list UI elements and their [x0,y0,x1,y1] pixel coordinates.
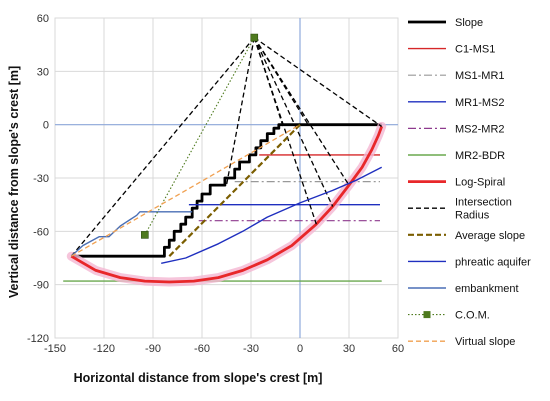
legend-label: embankment [455,283,519,295]
y-tick-label: 0 [43,120,49,132]
legend-label: Slope [455,17,483,29]
legend-label: C1-MS1 [455,44,495,56]
y-tick-label: -60 [33,226,49,238]
legend-label: Average slope [455,230,525,242]
x-tick-label: -150 [44,343,66,355]
x-tick-label: -30 [243,343,259,355]
legend-item: phreatic aquifer [408,256,531,268]
series-slope [71,123,382,258]
y-tick-label: 60 [37,13,49,25]
legend-item: MR1-MS2 [408,97,505,109]
legend-item: Log-Spiral [408,177,505,189]
series-phreatic-aquifer [161,166,383,264]
legend-label: MR2-BDR [455,150,505,162]
legend-item: MS1-MR1 [408,70,505,82]
legend-label: C.O.M. [455,310,490,322]
y-tick-label: -90 [33,280,49,292]
legend-item: Average slope [408,230,525,242]
x-tick-label: 60 [392,343,404,355]
series-average-slope [168,123,301,257]
x-tick-label: -60 [194,343,210,355]
legend-label: MS2-MR2 [455,123,505,135]
com-marker [141,231,149,239]
legend-label: Intersection [455,197,512,209]
y-tick-label: -120 [27,333,49,345]
legend-label: Virtual slope [455,336,515,348]
intersection-radius-line [225,37,255,186]
legend-item: Slope [408,17,483,29]
legend-item: C.O.M. [408,310,490,322]
legend-label: Radius [455,210,490,222]
series-virtual-slope [70,124,301,257]
x-tick-label: 0 [297,343,303,355]
intersection-radius-line [253,37,383,127]
y-tick-label: 30 [37,66,49,78]
intersection-radius-line [253,37,317,225]
com-marker [250,33,259,42]
legend-item: MR2-BDR [408,150,505,162]
legend-label: MR1-MS2 [455,97,505,109]
plot-area [63,33,387,287]
legend-marker [423,311,431,319]
intersection-radius-line [253,37,334,207]
legend-label: MS1-MR1 [455,70,505,82]
legend-item: MS2-MR2 [408,123,505,135]
y-tick-label: -30 [33,173,49,185]
legend-item: Virtual slope [408,336,515,348]
x-tick-label: 30 [343,343,355,355]
series-c-o-m- [144,37,255,236]
x-tick-label: -120 [93,343,115,355]
y-axis-title: Vertical distance from slope's crest [m] [7,66,21,298]
series-log-spiral [70,125,384,284]
legend-label: phreatic aquifer [455,256,531,268]
legend: Slope C1-MS1 MS1-MR1 MR1-MS2 MS2-MR2 MR2-BDR L… [408,17,531,348]
legend-item: embankment [408,283,519,295]
x-tick-label: -90 [145,343,161,355]
legend-item: C1-MS1 [408,44,495,56]
intersection-radius-line [253,37,350,186]
legend-label: Log-Spiral [455,177,505,189]
x-axis-title: Horizontal distance from slope's crest [… [74,371,323,385]
